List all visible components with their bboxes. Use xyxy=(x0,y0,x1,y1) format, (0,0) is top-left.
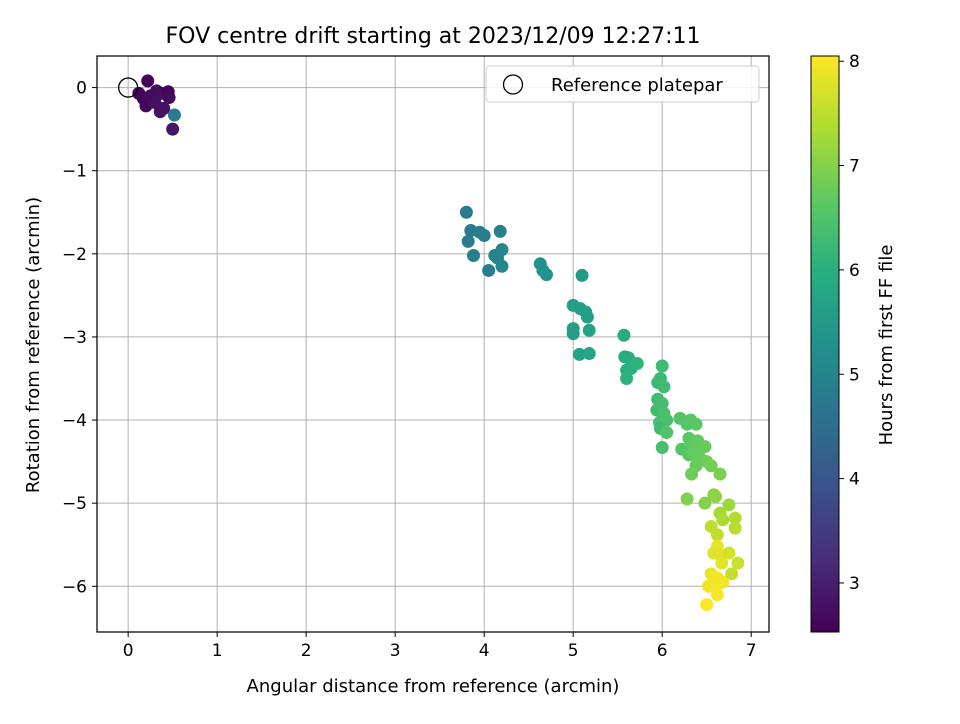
x-axis-ticks: 0 1 2 3 4 5 6 7 xyxy=(123,632,757,661)
y-tick-label: −3 xyxy=(62,328,87,348)
data-point xyxy=(698,496,712,510)
colorbar: 3 4 5 6 7 8 Hours from first FF file xyxy=(810,52,897,633)
y-tick-label: −2 xyxy=(62,245,87,265)
data-point xyxy=(713,467,727,481)
colorbar-tick-label: 3 xyxy=(849,574,860,594)
y-axis-ticks: 0 −1 −2 −3 −4 −5 −6 xyxy=(62,79,97,597)
data-point xyxy=(655,359,669,373)
data-point xyxy=(495,259,509,273)
x-tick-label: 6 xyxy=(657,641,668,661)
data-point xyxy=(575,268,589,282)
x-tick-label: 5 xyxy=(568,641,579,661)
data-point xyxy=(722,546,736,560)
data-point xyxy=(728,511,742,525)
data-point xyxy=(731,556,745,570)
data-point xyxy=(477,229,491,243)
data-point xyxy=(630,357,644,371)
data-point xyxy=(709,490,723,504)
data-point xyxy=(572,347,586,361)
data-point xyxy=(704,459,718,473)
colorbar-tick-label: 6 xyxy=(849,261,860,281)
colorbar-tick-label: 4 xyxy=(849,470,860,490)
data-point xyxy=(167,108,181,122)
data-point xyxy=(655,440,669,454)
data-point xyxy=(582,323,596,337)
y-tick-label: −5 xyxy=(62,494,87,514)
data-point xyxy=(680,492,694,506)
data-point xyxy=(657,380,671,394)
data-point xyxy=(689,417,703,431)
data-point xyxy=(459,205,473,219)
data-point xyxy=(482,263,496,277)
data-point xyxy=(582,347,596,361)
data-point xyxy=(715,556,729,570)
data-point xyxy=(698,440,712,454)
y-tick-label: −1 xyxy=(62,162,87,182)
colorbar-tick-label: 8 xyxy=(849,52,860,72)
colorbar-tick-label: 7 xyxy=(849,157,860,177)
data-point xyxy=(725,567,739,581)
grid-lines xyxy=(97,56,769,632)
plot-frame xyxy=(96,55,770,633)
x-tick-label: 2 xyxy=(301,641,312,661)
data-point xyxy=(461,234,475,248)
legend-label-reference: Reference platepar xyxy=(551,75,723,96)
y-tick-label: −4 xyxy=(62,411,87,431)
data-point xyxy=(620,371,634,385)
data-point xyxy=(141,74,155,88)
data-point xyxy=(728,521,742,535)
data-point xyxy=(716,575,730,589)
data-point xyxy=(162,91,176,105)
x-tick-label: 1 xyxy=(212,641,223,661)
data-point xyxy=(700,598,714,612)
data-points xyxy=(118,74,745,612)
data-point xyxy=(466,248,480,262)
colorbar-ticks: 3 4 5 6 7 8 xyxy=(839,52,860,594)
colorbar-gradient xyxy=(810,55,840,633)
colorbar-label: Hours from first FF file xyxy=(876,245,897,446)
data-point xyxy=(710,528,724,542)
data-point xyxy=(166,122,180,136)
data-point xyxy=(153,105,167,119)
legend-marker-reference xyxy=(502,74,524,95)
legend-box xyxy=(485,65,760,103)
data-point xyxy=(660,426,674,440)
data-point xyxy=(722,498,736,512)
data-point xyxy=(617,328,631,342)
legend: Reference platepar xyxy=(485,65,760,103)
y-axis-label: Rotation from reference (arcmin) xyxy=(23,197,44,493)
chart-title: FOV centre drift starting at 2023/12/09 … xyxy=(166,24,701,49)
x-tick-label: 4 xyxy=(479,641,490,661)
data-point xyxy=(716,513,730,527)
data-point xyxy=(566,327,580,341)
data-point xyxy=(493,224,507,238)
x-axis-label: Angular distance from reference (arcmin) xyxy=(247,676,620,697)
reference-point-marker xyxy=(118,77,139,98)
x-tick-label: 0 xyxy=(123,641,134,661)
y-tick-label: −6 xyxy=(62,577,87,597)
x-tick-label: 7 xyxy=(746,641,757,661)
data-point xyxy=(685,467,699,481)
y-tick-label: 0 xyxy=(76,79,87,99)
data-point xyxy=(580,310,594,324)
data-point xyxy=(710,588,724,602)
data-point xyxy=(539,268,553,282)
x-tick-label: 3 xyxy=(390,641,401,661)
colorbar-tick-label: 5 xyxy=(849,365,860,385)
